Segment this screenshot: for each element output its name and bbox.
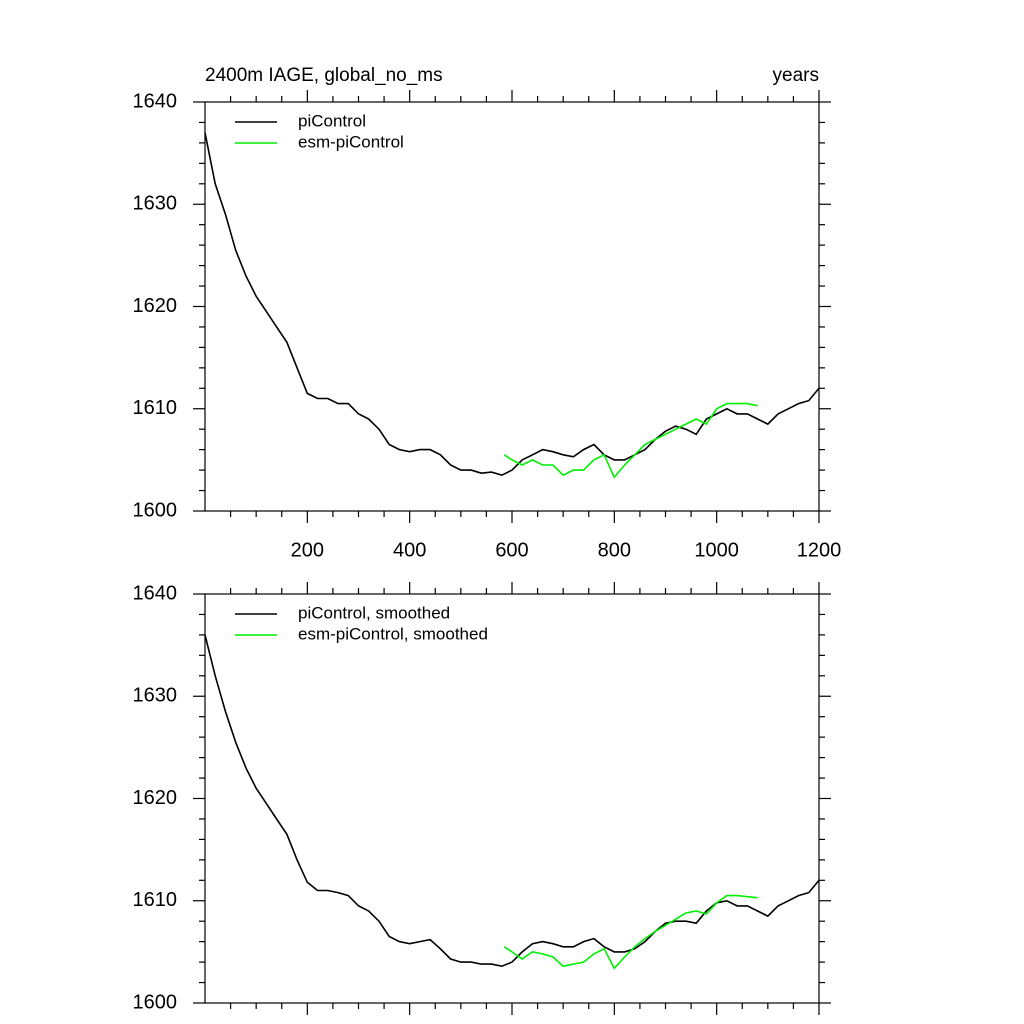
x-tick-label: 1000 [694,539,739,561]
y-tick-label: 1640 [133,90,178,112]
x-tick-label: 400 [393,539,426,561]
y-tick-label: 1620 [133,295,178,317]
y-tick-label: 1630 [133,685,178,707]
y-tick-label: 1610 [133,397,178,419]
plot-frame [204,101,820,512]
y-tick-label: 1610 [133,889,178,911]
x-tick-label: 800 [598,539,631,561]
legend-label: piControl [298,111,366,130]
data-line [204,634,820,968]
legend-label: piControl, smoothed [298,603,450,622]
y-tick-label: 1620 [133,787,178,809]
data-line [503,894,758,970]
chart-right-title: years [773,65,819,86]
plot-frame [204,593,820,1004]
y-tick-label: 1600 [133,499,178,521]
y-tick-label: 1640 [133,582,178,604]
data-line [503,402,758,479]
data-line [204,132,820,477]
legend-label: esm-piControl, smoothed [298,624,488,643]
x-tick-label: 200 [291,539,324,561]
legend-label: esm-piControl [298,132,404,151]
chart-title: 2400m IAGE, global_no_ms [205,65,443,86]
x-tick-label: 1200 [797,539,842,561]
y-tick-label: 1630 [133,193,178,215]
y-tick-label: 1600 [133,991,178,1013]
x-tick-label: 600 [495,539,528,561]
